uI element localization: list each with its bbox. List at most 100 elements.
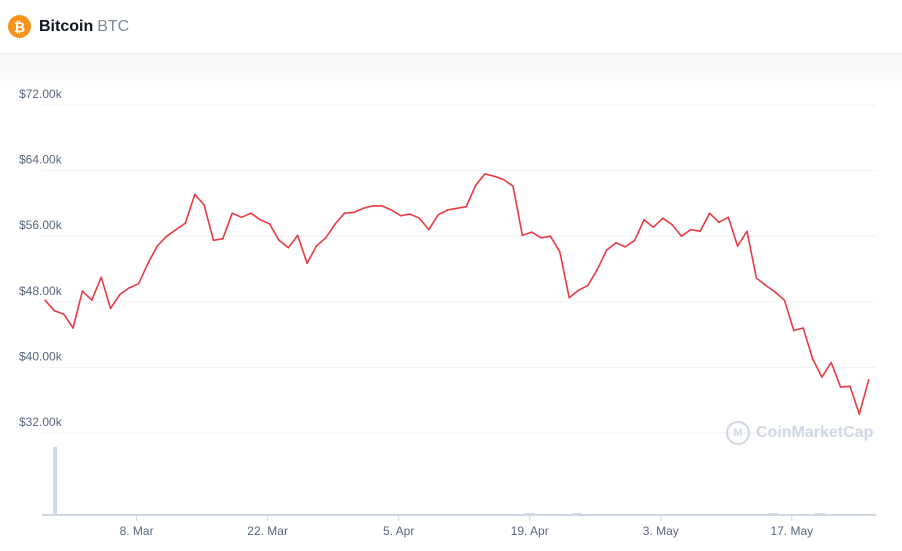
price-point bbox=[268, 223, 271, 225]
price-point bbox=[193, 193, 196, 196]
price-point bbox=[91, 299, 93, 301]
price-point bbox=[858, 413, 861, 415]
price-point bbox=[811, 357, 814, 360]
price-point bbox=[315, 245, 318, 247]
price-point bbox=[783, 299, 786, 301]
price-point bbox=[624, 246, 627, 248]
price-point bbox=[81, 290, 84, 292]
price-point bbox=[849, 385, 851, 388]
price-point bbox=[212, 239, 215, 242]
price-point bbox=[484, 173, 486, 175]
coinmarketcap-logo-icon: M bbox=[726, 421, 750, 445]
price-point bbox=[147, 262, 149, 265]
price-point bbox=[222, 237, 224, 240]
coin-name: Bitcoin bbox=[39, 17, 94, 35]
y-tick-label: $40.00k bbox=[19, 349, 63, 363]
price-point bbox=[652, 226, 655, 228]
price-point bbox=[296, 234, 299, 237]
y-tick-label: $32.00k bbox=[19, 415, 63, 429]
x-tick-label: 5. Apr bbox=[383, 524, 414, 538]
price-point bbox=[605, 249, 608, 251]
price-point bbox=[175, 228, 177, 231]
price-point bbox=[867, 378, 870, 381]
price-point bbox=[512, 185, 514, 187]
price-point bbox=[530, 231, 533, 233]
price-point bbox=[830, 361, 833, 364]
price-point bbox=[680, 235, 683, 237]
price-point bbox=[165, 235, 168, 237]
price-point bbox=[427, 228, 430, 231]
coin-header: ₿ Bitcoin BTC bbox=[0, 0, 902, 54]
price-point bbox=[353, 211, 355, 214]
price-point bbox=[718, 221, 720, 224]
price-point bbox=[343, 212, 346, 215]
price-point bbox=[568, 296, 570, 299]
price-point bbox=[44, 299, 46, 301]
price-point bbox=[306, 262, 308, 265]
price-point bbox=[671, 223, 673, 226]
price-point bbox=[137, 282, 140, 285]
price-points bbox=[44, 173, 870, 415]
price-point bbox=[184, 222, 187, 224]
bitcoin-logo-icon: ₿ bbox=[8, 15, 31, 38]
price-point bbox=[587, 284, 589, 287]
price-point bbox=[100, 276, 102, 279]
price-point bbox=[474, 184, 477, 187]
price-point bbox=[549, 235, 552, 237]
price-point bbox=[119, 293, 121, 296]
price-point bbox=[409, 213, 411, 215]
header-shadow bbox=[0, 54, 902, 94]
x-tick-label: 8. Mar bbox=[120, 524, 154, 538]
price-point bbox=[643, 219, 645, 221]
price-point bbox=[793, 329, 795, 332]
price-point bbox=[633, 239, 636, 242]
price-point bbox=[437, 214, 439, 216]
price-point bbox=[502, 178, 505, 181]
price-point bbox=[690, 228, 692, 231]
price-point bbox=[250, 212, 252, 215]
price-point bbox=[287, 246, 290, 249]
price-point bbox=[203, 204, 205, 206]
price-line bbox=[44, 173, 870, 415]
price-point bbox=[661, 217, 664, 219]
x-tick-label: 19. Apr bbox=[511, 524, 549, 538]
coinmarketcap-watermark: M CoinMarketCap bbox=[726, 421, 873, 445]
price-point bbox=[727, 216, 730, 219]
volume-bars bbox=[53, 447, 825, 515]
price-point bbox=[736, 245, 739, 247]
price-point bbox=[596, 269, 599, 271]
price-point bbox=[699, 230, 701, 233]
price-point bbox=[456, 207, 458, 210]
price-point bbox=[240, 216, 243, 219]
price-point bbox=[231, 212, 233, 215]
grid-lines bbox=[42, 104, 876, 434]
price-point bbox=[325, 237, 327, 239]
price-point bbox=[334, 223, 336, 225]
price-point bbox=[559, 250, 561, 253]
x-tick-label: 22. Mar bbox=[247, 524, 288, 538]
price-point bbox=[774, 291, 776, 293]
price-point bbox=[540, 237, 542, 239]
price-point bbox=[493, 175, 496, 178]
x-tick-label: 17. May bbox=[770, 524, 813, 538]
price-point bbox=[62, 313, 65, 315]
watermark-text: CoinMarketCap bbox=[756, 424, 874, 441]
price-point bbox=[577, 289, 580, 292]
price-point bbox=[156, 245, 159, 247]
price-point bbox=[764, 284, 767, 287]
price-point bbox=[53, 310, 56, 312]
price-point bbox=[362, 207, 365, 210]
price-point bbox=[128, 287, 131, 289]
price-point bbox=[839, 386, 842, 388]
price-point bbox=[399, 214, 402, 217]
price-point bbox=[615, 241, 617, 244]
price-point bbox=[418, 217, 421, 219]
price-point bbox=[802, 327, 804, 329]
volume-bar bbox=[53, 447, 57, 515]
y-tick-label: $56.00k bbox=[19, 218, 63, 232]
price-point bbox=[708, 212, 711, 215]
price-point bbox=[821, 376, 823, 379]
price-point bbox=[259, 219, 262, 221]
price-point bbox=[746, 230, 748, 233]
